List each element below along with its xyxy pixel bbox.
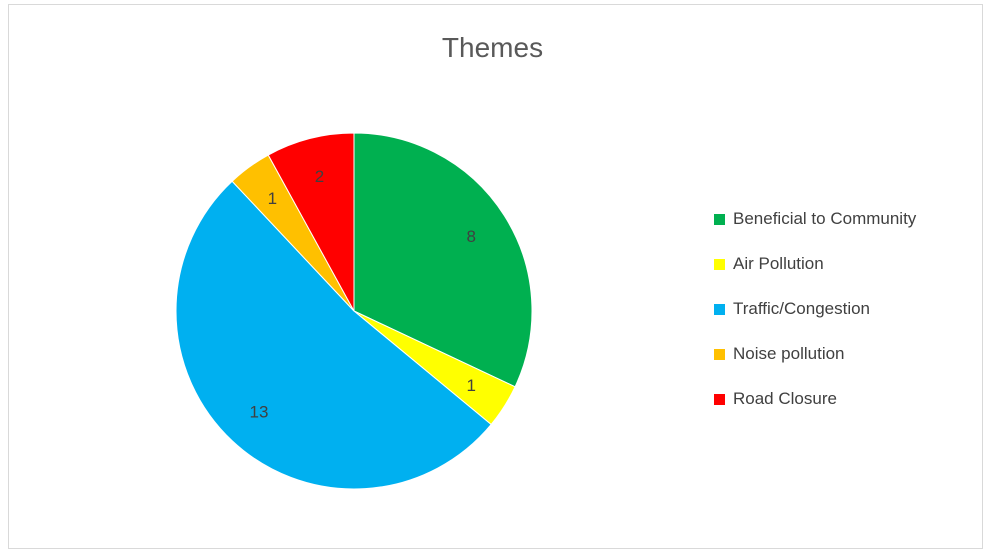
legend: Beneficial to Community Air Pollution Tr… [714,208,916,433]
legend-label: Traffic/Congestion [733,299,871,318]
legend-item-air-pollution: Air Pollution [714,253,916,275]
data-label-air-pollution: 1 [466,376,475,395]
legend-label: Road Closure [733,389,837,408]
data-label-noise: 1 [268,189,277,208]
legend-label: Noise pollution [733,344,845,363]
data-label-road-closure: 2 [315,167,324,186]
legend-item-traffic: Traffic/Congestion [714,298,916,320]
legend-label: Air Pollution [733,254,824,273]
pie-slice-beneficial [353,132,533,388]
legend-swatch [714,348,725,360]
legend-item-noise: Noise pollution [714,343,916,365]
legend-swatch [714,393,725,405]
data-label-traffic: 13 [249,403,268,422]
legend-swatch [714,258,725,270]
legend-swatch [714,303,725,315]
chart-title: Themes [441,32,544,63]
data-label-beneficial: 8 [466,227,475,246]
legend-swatch [714,213,725,225]
legend-label: Beneficial to Community [733,209,917,228]
legend-item-road-closure: Road Closure [714,388,916,410]
pie-slice-traffic [175,180,492,490]
pie-slice-road-closure [267,132,355,312]
legend-item-beneficial: Beneficial to Community [714,208,916,230]
